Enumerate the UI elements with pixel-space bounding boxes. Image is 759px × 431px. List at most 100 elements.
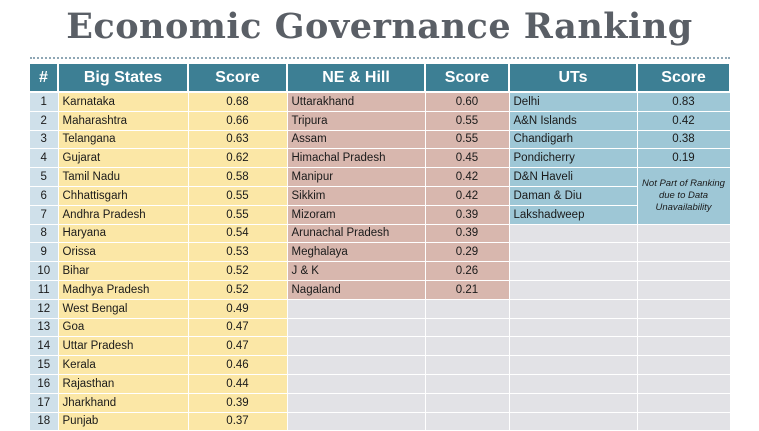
rank-cell: 7 <box>30 205 59 225</box>
big-state-score: 0.37 <box>188 412 288 431</box>
big-state-score: 0.49 <box>188 299 288 319</box>
ut-name <box>509 412 638 431</box>
header-uts: UTs <box>509 64 638 93</box>
big-state-score: 0.53 <box>188 242 288 263</box>
table-row: 14 Uttar Pradesh 0.47 <box>30 336 731 357</box>
ne-hill-name <box>287 336 426 357</box>
ut-name: Daman & Diu <box>509 186 638 206</box>
table-row: 6 Chhattisgarh 0.55 Sikkim 0.42 Daman & Diu <box>30 186 730 206</box>
table-row: 4 Gujarat 0.62 Himachal Pradesh 0.45 Pondiche… <box>30 148 731 169</box>
ne-hill-name: Assam <box>287 130 426 150</box>
ne-hill-name: J & K <box>287 261 426 281</box>
table-row: 16 Rajasthan 0.44 <box>30 374 731 394</box>
big-state-score: 0.58 <box>188 167 288 187</box>
ut-name <box>509 318 638 338</box>
ut-name: Lakshadweep <box>509 205 638 225</box>
ut-name: A&N Islands <box>509 111 638 131</box>
table-body: 1 Karnataka 0.68 Uttarakhand 0.60 Delhi 0.83 2 M… <box>30 92 731 431</box>
big-state-name: Uttar Pradesh <box>58 336 189 357</box>
ut-name <box>509 280 638 300</box>
table-row: 12 West Bengal 0.49 <box>30 299 731 319</box>
ne-hill-score <box>425 299 510 319</box>
rank-cell: 16 <box>30 374 59 394</box>
rank-cell: 12 <box>30 299 59 319</box>
ne-hill-name: Nagaland <box>287 280 426 300</box>
big-state-name: Telangana <box>58 130 189 150</box>
header-ne-hill: NE & Hill <box>287 64 426 93</box>
ne-hill-name: Manipur <box>287 167 426 187</box>
big-state-name: Rajasthan <box>58 374 189 394</box>
ut-score: 0.42 <box>637 111 731 131</box>
ut-score: 0.19 <box>637 148 731 169</box>
ne-hill-score <box>425 355 510 375</box>
ne-hill-score <box>425 336 510 357</box>
ut-name: Chandigarh <box>509 130 638 150</box>
ut-score <box>637 336 731 357</box>
ut-name <box>509 336 638 357</box>
table-row: 15 Kerala 0.46 <box>30 355 731 375</box>
big-state-score: 0.44 <box>188 374 288 394</box>
ne-hill-score: 0.60 <box>425 92 510 112</box>
ut-name <box>509 355 638 375</box>
header-big-states-score: Score <box>188 64 288 93</box>
ut-name <box>509 261 638 281</box>
table-row: 17 Jharkhand 0.39 <box>30 393 731 413</box>
big-state-name: Tamil Nadu <box>58 167 189 187</box>
table-row: 7 Andhra Pradesh 0.55 Mizoram 0.39 Lakshadwee… <box>30 205 730 225</box>
big-state-score: 0.47 <box>188 318 288 338</box>
big-state-score: 0.68 <box>188 92 288 112</box>
ne-hill-score <box>425 374 510 394</box>
rank-cell: 17 <box>30 393 59 413</box>
ne-hill-score: 0.21 <box>425 280 510 300</box>
big-state-name: Chhattisgarh <box>58 186 189 206</box>
table-row: 8 Haryana 0.54 Arunachal Pradesh 0.39 <box>30 224 731 244</box>
big-state-score: 0.52 <box>188 261 288 281</box>
ne-hill-score: 0.39 <box>425 205 510 225</box>
big-state-name: Madhya Pradesh <box>58 280 189 300</box>
big-state-name: Karnataka <box>58 92 189 112</box>
ne-hill-name: Himachal Pradesh <box>287 148 426 169</box>
ut-name <box>509 299 638 319</box>
ut-score <box>637 412 731 431</box>
ne-hill-score: 0.42 <box>425 186 510 206</box>
rank-cell: 11 <box>30 280 59 300</box>
big-state-score: 0.47 <box>188 336 288 357</box>
ut-score <box>637 299 731 319</box>
ne-hill-name: Tripura <box>287 111 426 131</box>
ne-hill-name: Meghalaya <box>287 242 426 263</box>
big-state-name: Maharashtra <box>58 111 189 131</box>
ut-score <box>637 280 731 300</box>
ne-hill-name: Uttarakhand <box>287 92 426 112</box>
ut-score <box>637 374 731 394</box>
table-row: 13 Goa 0.47 <box>30 318 731 338</box>
ne-hill-name <box>287 318 426 338</box>
rank-cell: 2 <box>30 111 59 131</box>
header-ne-hill-score: Score <box>425 64 510 93</box>
big-state-name: Kerala <box>58 355 189 375</box>
rank-cell: 14 <box>30 336 59 357</box>
ne-hill-score: 0.45 <box>425 148 510 169</box>
table-row: 1 Karnataka 0.68 Uttarakhand 0.60 Delhi 0.83 <box>30 92 731 112</box>
rank-cell: 5 <box>30 167 59 187</box>
ut-name <box>509 374 638 394</box>
big-state-score: 0.62 <box>188 148 288 169</box>
big-state-score: 0.52 <box>188 280 288 300</box>
ne-hill-score: 0.42 <box>425 167 510 187</box>
ne-hill-score: 0.39 <box>425 224 510 244</box>
big-state-score: 0.66 <box>188 111 288 131</box>
ut-unranked-note: Not Part of Ranking due to Data Unavaila… <box>637 167 731 225</box>
ne-hill-name <box>287 355 426 375</box>
big-state-name: Jharkhand <box>58 393 189 413</box>
title-divider <box>30 57 730 59</box>
ne-hill-name <box>287 393 426 413</box>
rank-cell: 1 <box>30 92 59 112</box>
big-state-name: Punjab <box>58 412 189 431</box>
rank-cell: 10 <box>30 261 59 281</box>
ne-hill-name: Arunachal Pradesh <box>287 224 426 244</box>
ne-hill-score: 0.29 <box>425 242 510 263</box>
big-state-name: Orissa <box>58 242 189 263</box>
header-rank: # <box>30 64 59 93</box>
rank-cell: 13 <box>30 318 59 338</box>
ne-hill-name <box>287 412 426 431</box>
big-state-score: 0.46 <box>188 355 288 375</box>
